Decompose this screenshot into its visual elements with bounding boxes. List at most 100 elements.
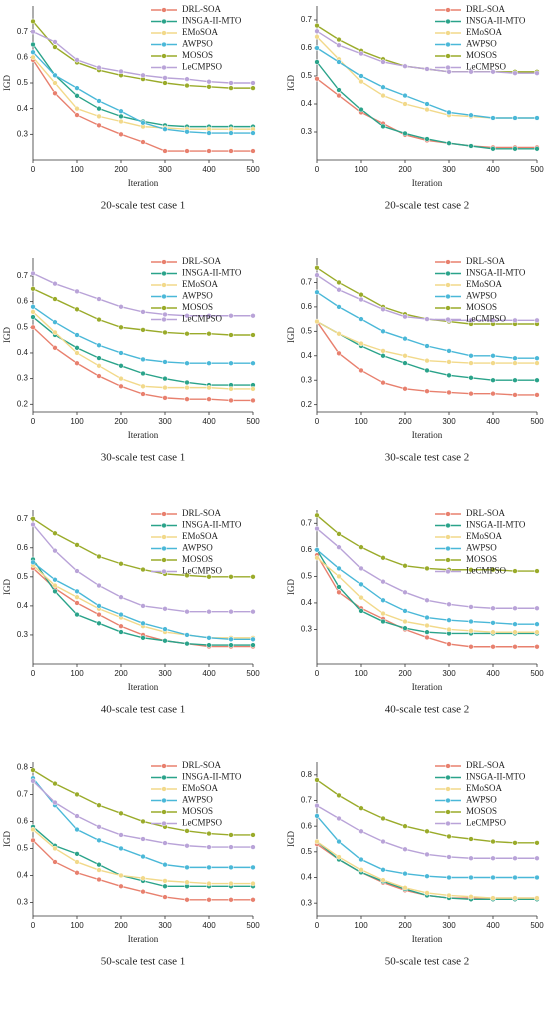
legend-marker bbox=[161, 545, 167, 552]
legend-marker bbox=[445, 41, 451, 48]
series-marker bbox=[52, 90, 58, 96]
legend-label: LeCMPSO bbox=[182, 62, 223, 72]
y-axis-label: IGD bbox=[2, 579, 12, 595]
series-marker bbox=[534, 377, 540, 383]
series-marker bbox=[358, 78, 364, 85]
legend-label: MOSOS bbox=[182, 806, 213, 816]
series-marker bbox=[336, 92, 342, 99]
legend-label: MOSOS bbox=[466, 554, 497, 564]
series-marker bbox=[250, 386, 256, 392]
series-marker bbox=[490, 620, 496, 626]
series-marker bbox=[30, 516, 36, 522]
series-marker bbox=[74, 345, 80, 351]
chart-caption: 40-scale test case 1 bbox=[101, 704, 186, 716]
x-tick-label: 200 bbox=[114, 417, 128, 426]
series-marker bbox=[184, 609, 190, 615]
y-tick-label: 0.3 bbox=[301, 625, 313, 634]
legend-label: EMoSOA bbox=[182, 531, 219, 541]
series-marker bbox=[162, 359, 168, 365]
series-marker bbox=[140, 356, 146, 363]
series-marker bbox=[446, 389, 452, 396]
y-tick-label: 0.2 bbox=[17, 399, 29, 408]
series-marker bbox=[358, 50, 364, 57]
series-marker bbox=[468, 628, 474, 634]
series-marker bbox=[446, 601, 452, 607]
series-marker bbox=[96, 342, 102, 348]
legend-marker bbox=[161, 809, 167, 815]
series-marker bbox=[424, 101, 430, 107]
series-marker bbox=[358, 581, 364, 587]
y-tick-label: 0.4 bbox=[17, 601, 29, 610]
series-marker bbox=[96, 603, 102, 609]
series-marker bbox=[336, 36, 342, 43]
series-marker bbox=[74, 332, 80, 338]
x-tick-label: 100 bbox=[354, 921, 368, 930]
series-marker bbox=[380, 92, 386, 99]
series-marker bbox=[468, 375, 474, 381]
series-marker bbox=[30, 767, 36, 773]
series-marker bbox=[96, 98, 102, 104]
legend-marker bbox=[445, 305, 451, 311]
legend-label: MOSOS bbox=[182, 50, 213, 60]
series-marker bbox=[228, 313, 234, 319]
legend-label: INSGA-II-MTO bbox=[466, 772, 526, 782]
series-marker bbox=[512, 840, 518, 846]
series-marker bbox=[490, 391, 496, 397]
y-axis-label: IGD bbox=[286, 831, 296, 847]
series-marker bbox=[336, 838, 342, 845]
series-marker bbox=[140, 327, 146, 333]
legend-label: DRL-SOA bbox=[466, 256, 506, 266]
series-marker bbox=[30, 314, 36, 320]
series-marker bbox=[380, 84, 386, 90]
legend-marker bbox=[445, 259, 451, 265]
series-marker bbox=[184, 129, 190, 135]
series-marker bbox=[424, 565, 430, 572]
legend-label: EMoSOA bbox=[182, 279, 219, 289]
legend-label: EMoSOA bbox=[466, 783, 503, 793]
series-marker bbox=[162, 862, 168, 868]
y-tick-label: 0.5 bbox=[301, 847, 313, 856]
legend-label: DRL-SOA bbox=[466, 760, 506, 770]
y-tick-label: 0.6 bbox=[17, 817, 29, 826]
series-marker bbox=[228, 642, 234, 648]
legend-label: AWPSO bbox=[182, 39, 213, 49]
series-marker bbox=[336, 589, 342, 595]
series-marker bbox=[336, 584, 342, 590]
series-marker bbox=[118, 118, 124, 125]
series-marker bbox=[74, 791, 80, 798]
legend-marker bbox=[445, 64, 451, 71]
series-marker bbox=[162, 148, 168, 154]
series-marker bbox=[162, 883, 168, 889]
series-marker bbox=[184, 148, 190, 154]
series-marker bbox=[468, 618, 474, 625]
x-tick-label: 200 bbox=[398, 417, 412, 426]
series-marker bbox=[380, 597, 386, 603]
legend-marker bbox=[445, 18, 451, 25]
series-marker bbox=[446, 626, 452, 633]
series-marker bbox=[74, 112, 80, 118]
series-marker bbox=[402, 101, 408, 107]
legend-label: LeCMPSO bbox=[466, 62, 507, 72]
legend-label: AWPSO bbox=[466, 291, 497, 301]
series-marker bbox=[228, 574, 234, 580]
series-marker bbox=[380, 306, 386, 312]
series-marker bbox=[490, 146, 496, 152]
series-marker bbox=[184, 360, 190, 366]
series-marker bbox=[184, 384, 190, 391]
series-marker bbox=[468, 874, 474, 881]
series-marker bbox=[402, 823, 408, 829]
legend-label: LeCMPSO bbox=[466, 314, 507, 324]
series-marker bbox=[206, 830, 212, 837]
series-marker bbox=[490, 69, 496, 75]
x-tick-label: 0 bbox=[31, 417, 36, 426]
legend-marker bbox=[161, 30, 167, 36]
series-marker bbox=[402, 92, 408, 99]
legend-marker bbox=[445, 534, 451, 540]
series-marker bbox=[184, 632, 190, 638]
series-marker bbox=[314, 289, 320, 295]
series-marker bbox=[250, 897, 256, 903]
x-tick-label: 0 bbox=[315, 417, 320, 426]
series-marker bbox=[336, 331, 342, 337]
series-marker bbox=[30, 826, 36, 833]
series-marker bbox=[52, 345, 58, 351]
